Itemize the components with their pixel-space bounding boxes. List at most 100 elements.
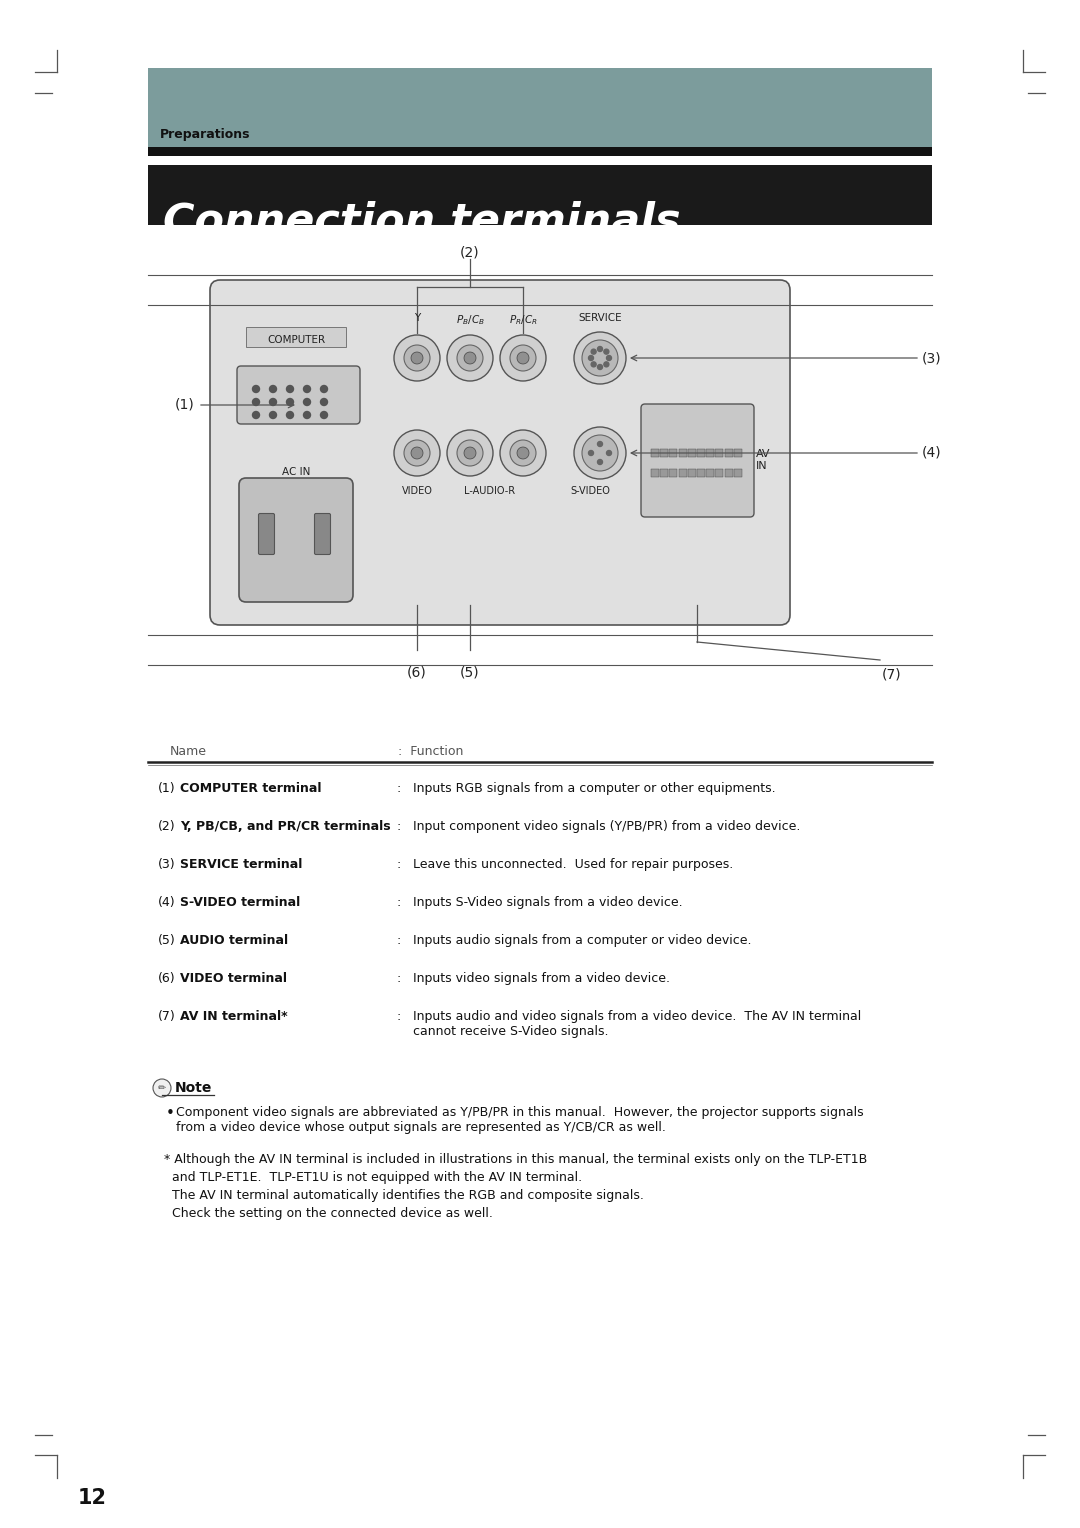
Circle shape	[597, 442, 603, 446]
Text: Inputs RGB signals from a computer or other equipments.: Inputs RGB signals from a computer or ot…	[413, 782, 775, 795]
Text: 12: 12	[78, 1488, 107, 1508]
Text: S-VIDEO: S-VIDEO	[570, 486, 610, 497]
Text: :: :	[396, 821, 401, 833]
Text: :: :	[396, 895, 401, 909]
Bar	[148, 147, 932, 156]
Circle shape	[286, 385, 294, 393]
Text: (2): (2)	[460, 244, 480, 260]
Circle shape	[604, 362, 609, 367]
Bar	[733, 469, 742, 477]
Circle shape	[517, 448, 529, 458]
Bar	[733, 449, 742, 457]
Text: Leave this unconnected.  Used for repair purposes.: Leave this unconnected. Used for repair …	[413, 859, 733, 871]
Circle shape	[510, 345, 536, 371]
Bar	[148, 165, 932, 225]
Circle shape	[303, 385, 311, 393]
FancyBboxPatch shape	[258, 513, 274, 555]
Circle shape	[597, 365, 603, 370]
Circle shape	[573, 426, 626, 478]
Text: SERVICE terminal: SERVICE terminal	[180, 859, 302, 871]
FancyBboxPatch shape	[237, 367, 360, 423]
Circle shape	[582, 341, 618, 376]
Circle shape	[394, 335, 440, 380]
Circle shape	[589, 451, 594, 455]
Bar	[678, 469, 687, 477]
Circle shape	[321, 385, 327, 393]
Text: and TLP-ET1E.  TLP-ET1U is not equipped with the AV IN terminal.: and TLP-ET1E. TLP-ET1U is not equipped w…	[164, 1170, 582, 1184]
Circle shape	[303, 411, 311, 419]
Bar	[725, 449, 732, 457]
Text: L-AUDIO-R: L-AUDIO-R	[464, 486, 515, 497]
Circle shape	[404, 345, 430, 371]
Text: ✏: ✏	[158, 1083, 166, 1093]
Circle shape	[253, 385, 259, 393]
Text: (7): (7)	[882, 668, 902, 681]
Text: Inputs audio and video signals from a video device.  The AV IN terminal
cannot r: Inputs audio and video signals from a vi…	[413, 1010, 861, 1038]
Bar	[660, 449, 669, 457]
Bar	[246, 327, 346, 347]
Circle shape	[447, 335, 492, 380]
Text: Check the setting on the connected device as well.: Check the setting on the connected devic…	[164, 1207, 492, 1219]
Bar	[697, 449, 705, 457]
Circle shape	[607, 451, 611, 455]
Text: (6): (6)	[407, 665, 427, 678]
Bar	[670, 449, 677, 457]
Text: * Although the AV IN terminal is included in illustrations in this manual, the t: * Although the AV IN terminal is include…	[164, 1154, 867, 1166]
Circle shape	[411, 448, 423, 458]
Circle shape	[591, 348, 596, 354]
Text: :: :	[396, 1010, 401, 1024]
Bar	[715, 449, 724, 457]
Bar	[148, 69, 932, 148]
Circle shape	[464, 351, 476, 364]
Text: (5): (5)	[460, 665, 480, 678]
Circle shape	[270, 399, 276, 405]
Text: Inputs video signals from a video device.: Inputs video signals from a video device…	[413, 972, 670, 986]
Text: The AV IN terminal automatically identifies the RGB and composite signals.: The AV IN terminal automatically identif…	[164, 1189, 644, 1203]
Text: Connection terminals: Connection terminals	[163, 200, 680, 241]
Text: (3): (3)	[922, 351, 942, 365]
Circle shape	[464, 448, 476, 458]
Circle shape	[404, 440, 430, 466]
Bar	[715, 469, 724, 477]
Circle shape	[457, 345, 483, 371]
FancyBboxPatch shape	[210, 280, 789, 625]
Circle shape	[394, 429, 440, 477]
Text: COMPUTER terminal: COMPUTER terminal	[180, 782, 322, 795]
Text: (4): (4)	[158, 895, 176, 909]
Bar	[706, 449, 714, 457]
Bar	[651, 449, 659, 457]
Circle shape	[597, 347, 603, 351]
Text: COMPUTER: COMPUTER	[267, 335, 325, 345]
Circle shape	[270, 411, 276, 419]
Text: Inputs audio signals from a computer or video device.: Inputs audio signals from a computer or …	[413, 934, 752, 947]
Text: SERVICE: SERVICE	[578, 313, 622, 322]
Text: :: :	[396, 934, 401, 947]
Text: Note: Note	[175, 1080, 213, 1096]
Bar	[688, 469, 696, 477]
Bar	[688, 449, 696, 457]
Circle shape	[597, 460, 603, 465]
Text: (1): (1)	[158, 782, 176, 795]
Text: Component video signals are abbreviated as Y/PB/PR in this manual.  However, the: Component video signals are abbreviated …	[176, 1106, 864, 1134]
Bar	[670, 469, 677, 477]
Text: Inputs S-Video signals from a video device.: Inputs S-Video signals from a video devi…	[413, 895, 683, 909]
Text: Preparations: Preparations	[160, 128, 251, 141]
Text: :  Function: : Function	[399, 746, 463, 758]
Text: AUDIO terminal: AUDIO terminal	[180, 934, 288, 947]
Circle shape	[500, 335, 546, 380]
Circle shape	[517, 351, 529, 364]
Circle shape	[589, 356, 594, 361]
Text: $P_R/C_R$: $P_R/C_R$	[509, 313, 538, 327]
Bar	[660, 469, 669, 477]
Text: AC IN: AC IN	[282, 468, 310, 477]
Text: VIDEO terminal: VIDEO terminal	[180, 972, 287, 986]
Circle shape	[286, 411, 294, 419]
Circle shape	[321, 399, 327, 405]
Text: Y, PB/CB, and PR/CR terminals: Y, PB/CB, and PR/CR terminals	[180, 821, 391, 833]
Bar	[678, 449, 687, 457]
Circle shape	[153, 1079, 171, 1097]
Text: (1): (1)	[175, 397, 195, 413]
Text: (2): (2)	[158, 821, 176, 833]
Circle shape	[286, 399, 294, 405]
Text: :: :	[396, 972, 401, 986]
